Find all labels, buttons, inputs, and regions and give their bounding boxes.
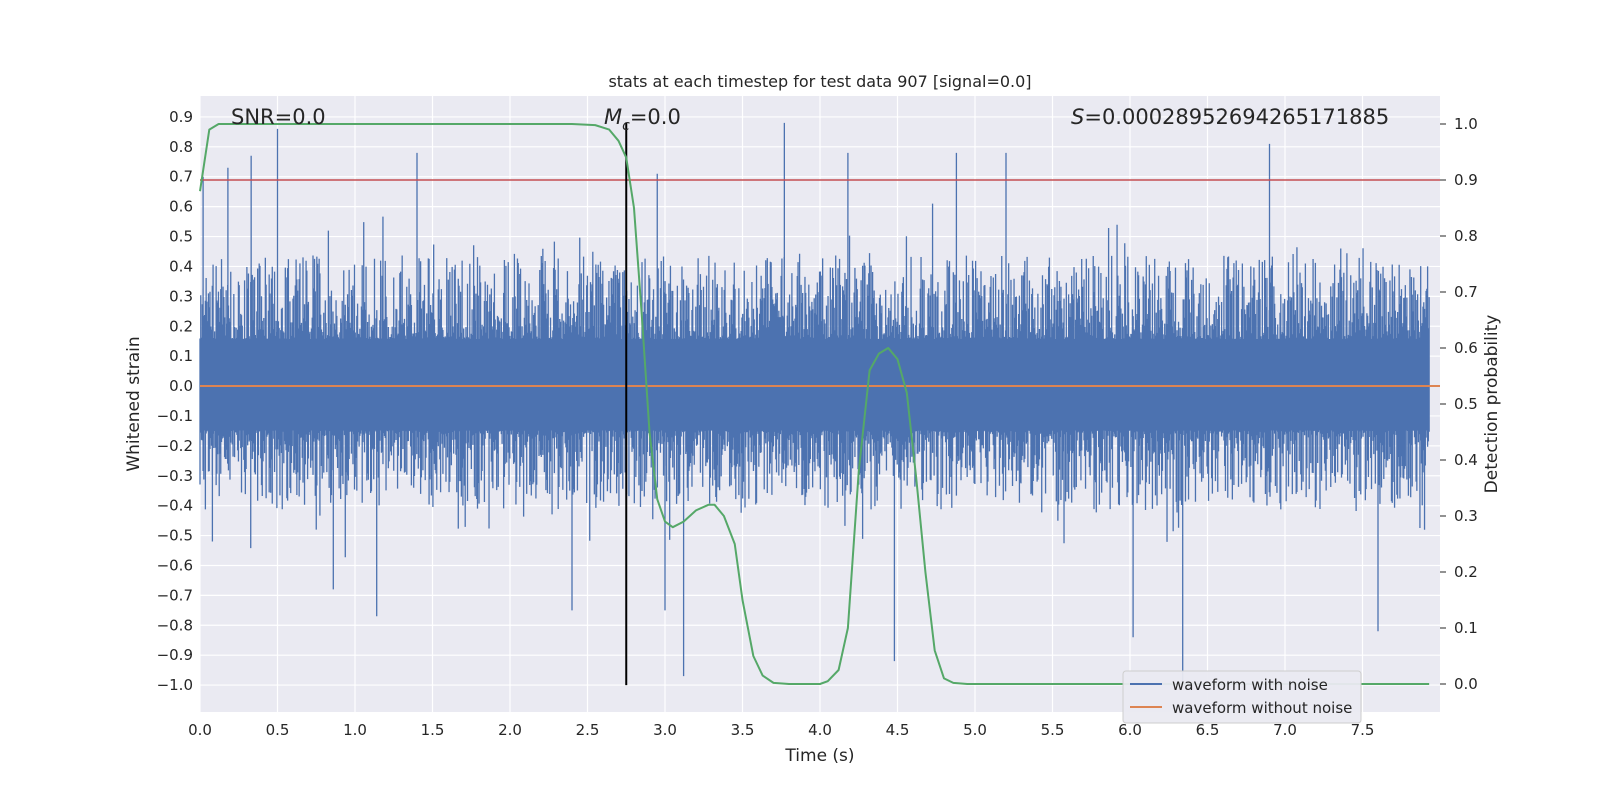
y-tick-label: 0.5 [169, 228, 193, 246]
legend-box [1122, 670, 1362, 724]
s-annotation: S=0.00028952694265171885 [1071, 105, 1389, 129]
y-axis-title: Whitened strain [124, 336, 144, 471]
mc-symbol: M [604, 105, 622, 129]
x-tick-label: 2.5 [576, 721, 600, 739]
y2-tick-label: 0.1 [1454, 619, 1478, 637]
y-tick-label: −0.7 [157, 586, 193, 604]
x-axis-ticks: 0.0 0.5 1.0 1.5 2.0 2.5 3.0 3.5 4.0 4.5 5.0 5.5 6.0 6… [188, 721, 1374, 739]
legend-entry-clean: waveform without noise [1172, 699, 1352, 717]
y-tick-label: −0.3 [157, 467, 193, 485]
x-tick-label: 1.0 [343, 721, 367, 739]
series-waveform-with-noise [199, 122, 1430, 683]
y2-tick-label: 0.0 [1454, 675, 1478, 693]
y2-axis-title: Detection probability [1482, 315, 1502, 494]
y2-tick-label: 0.9 [1454, 171, 1478, 189]
y-tick-label: −0.2 [157, 437, 193, 455]
x-tick-label: 1.5 [421, 721, 445, 739]
x-tick-label: 6.0 [1118, 721, 1142, 739]
y-tick-label: −0.6 [157, 556, 193, 574]
y-tick-label: 0.7 [169, 168, 193, 186]
y2-tick-label: 0.2 [1454, 563, 1478, 581]
y2-tick-label: 0.8 [1454, 227, 1478, 245]
y2-tick-label: 0.5 [1454, 395, 1478, 413]
y-tick-label: 0.2 [169, 317, 193, 335]
y2-axis-ticks: 1.0 0.9 0.8 0.7 0.6 0.5 0.4 0.3 0.2 0.1 0.0 [1440, 115, 1478, 693]
y2-tick-label: 1.0 [1454, 115, 1478, 133]
s-symbol: S [1071, 105, 1084, 129]
x-tick-label: 5.5 [1041, 721, 1065, 739]
x-tick-label: 2.0 [498, 721, 522, 739]
y-tick-label: −0.8 [157, 616, 193, 634]
y2-tick-label: 0.6 [1454, 339, 1478, 357]
x-tick-label: 5.0 [963, 721, 987, 739]
series-layer [199, 122, 1440, 686]
y-tick-label: 0.6 [169, 198, 193, 216]
y-tick-label: 0.3 [169, 287, 193, 305]
x-tick-label: 7.5 [1351, 721, 1375, 739]
y-axis-ticks: 0.9 0.8 0.7 0.6 0.5 0.4 0.3 0.2 0.1 0.0 −0.1 −0.2 −0… [157, 108, 193, 694]
y-tick-label: 0.4 [169, 257, 193, 275]
y-tick-label: 0.9 [169, 108, 193, 126]
x-axis-title: Time (s) [784, 746, 854, 766]
s-value: =0.00028952694265171885 [1084, 105, 1389, 129]
y-tick-label: −0.1 [157, 407, 193, 425]
x-tick-label: 0.5 [266, 721, 290, 739]
y-tick-label: −1.0 [157, 676, 193, 694]
mc-subscript: c [622, 118, 630, 134]
legend: waveform with noise waveform without noi… [1122, 670, 1362, 724]
x-tick-label: 7.0 [1273, 721, 1297, 739]
y-tick-label: 0.8 [169, 138, 193, 156]
y2-tick-label: 0.7 [1454, 283, 1478, 301]
x-tick-label: 0.0 [188, 721, 212, 739]
y-tick-label: −0.4 [157, 497, 193, 515]
y-tick-label: −0.5 [157, 527, 193, 545]
snr-annotation: SNR=0.0 [231, 105, 326, 129]
chart-title: stats at each timestep for test data 907… [608, 72, 1031, 91]
y-tick-label: −0.9 [157, 646, 193, 664]
y-tick-label: 0.1 [169, 347, 193, 365]
y2-tick-label: 0.4 [1454, 451, 1478, 469]
mc-annotation: Mc=0.0 [604, 105, 681, 134]
x-tick-label: 4.0 [808, 721, 832, 739]
x-tick-label: 4.5 [886, 721, 910, 739]
x-tick-label: 3.0 [653, 721, 677, 739]
mc-value: =0.0 [630, 105, 681, 129]
noise-trace [199, 122, 1430, 683]
x-tick-label: 3.5 [731, 721, 755, 739]
x-tick-label: 6.5 [1196, 721, 1220, 739]
legend-entry-noise: waveform with noise [1172, 676, 1328, 694]
y2-tick-label: 0.3 [1454, 507, 1478, 525]
y-tick-label: 0.0 [169, 377, 193, 395]
series-detection-probability [199, 123, 1430, 685]
